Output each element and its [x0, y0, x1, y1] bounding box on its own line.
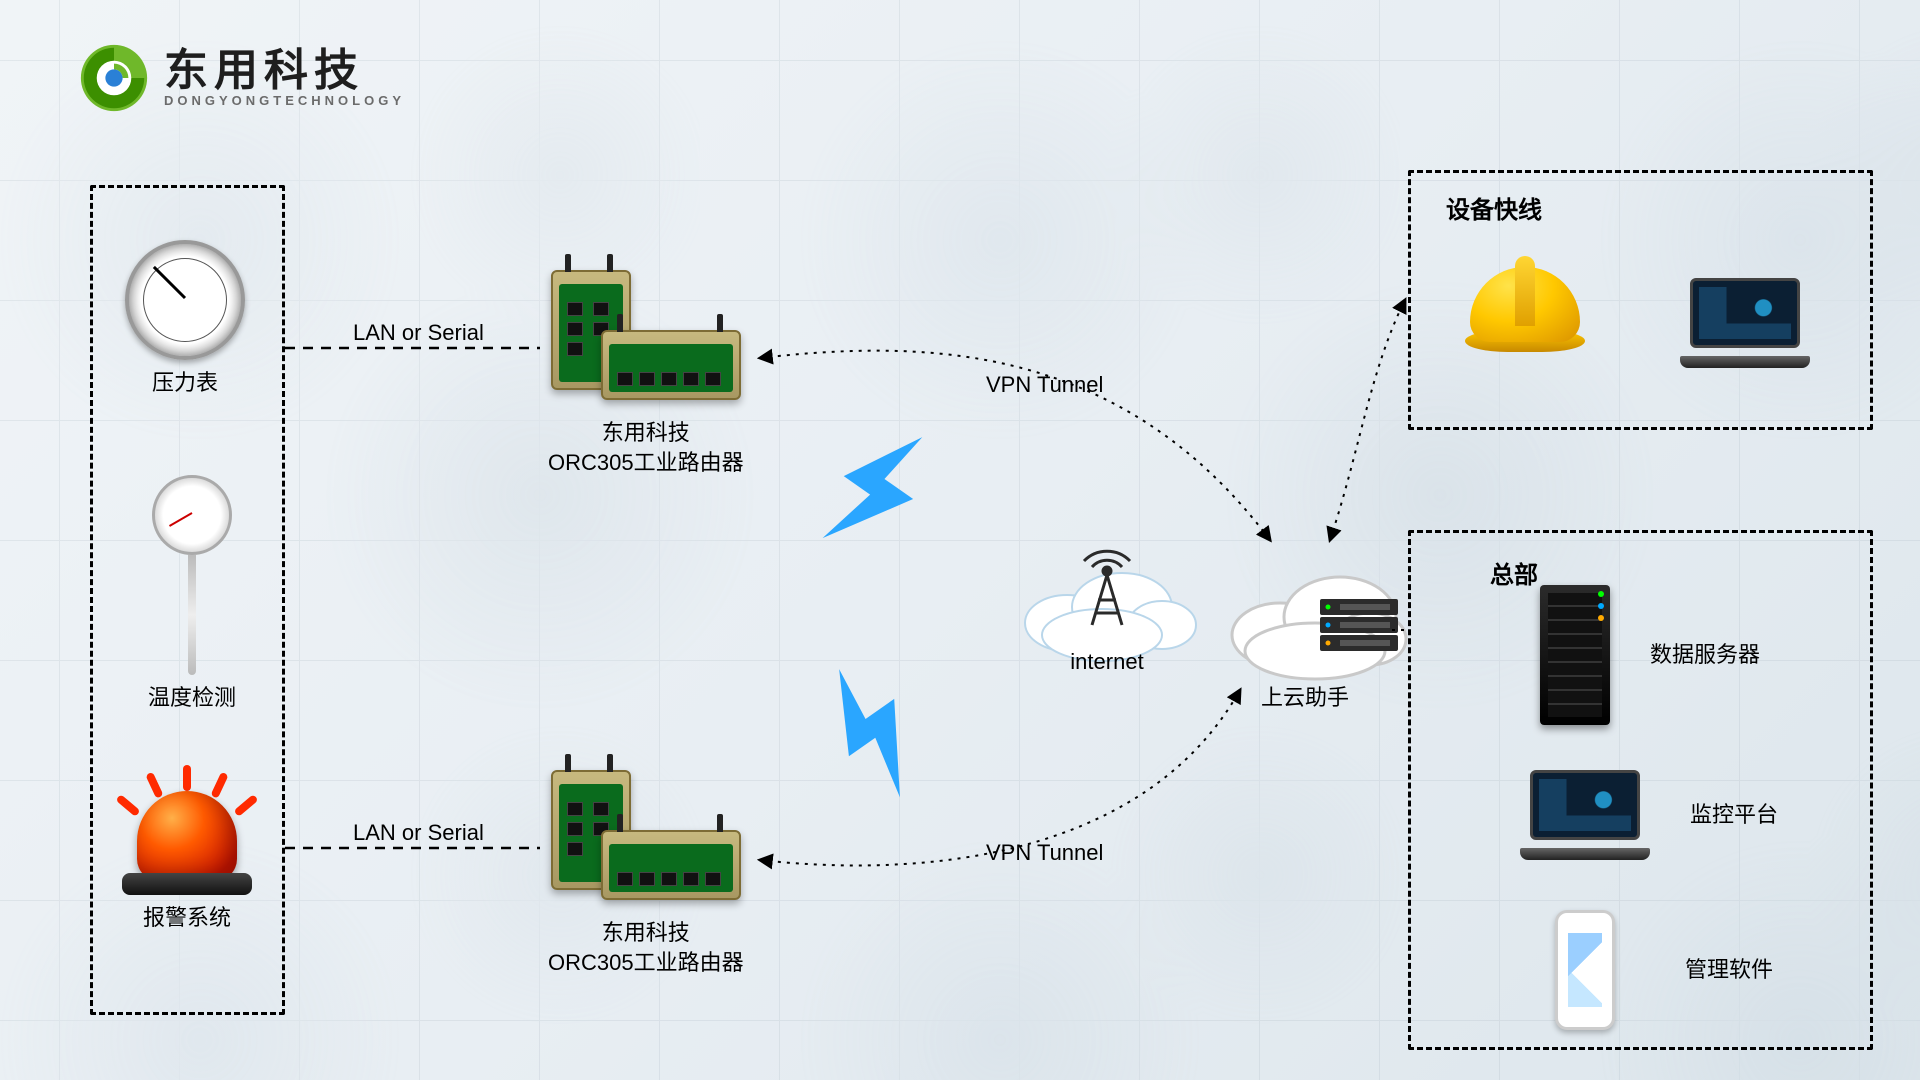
edge-label-vpn-bot: VPN Tunnel [986, 840, 1103, 866]
server-rack-icon [1540, 585, 1610, 725]
node-laptop-express [1680, 278, 1810, 368]
thermometer-icon [162, 475, 222, 675]
edge-label-lan-top: LAN or Serial [353, 320, 484, 346]
laptop-hq-label: 监控平台 [1690, 800, 1778, 830]
laptop-icon [1520, 770, 1650, 860]
company-logo: 东用科技 DONGYONGTECHNOLOGY [78, 42, 405, 114]
node-laptop-hq: 监控平台 [1520, 770, 1778, 860]
cloud-assist-label: 上云助手 [1261, 683, 1349, 713]
node-alarm: 报警系统 [122, 775, 252, 933]
node-cloud-assist: 上云助手 [1220, 555, 1390, 713]
group-hq-title: 总部 [1490, 555, 1538, 590]
industrial-router-icon [551, 770, 741, 910]
node-internet: internet [1012, 545, 1202, 677]
node-pressure-gauge: 压力表 [125, 240, 245, 398]
laptop-icon [1680, 278, 1810, 368]
industrial-router-icon [551, 270, 741, 410]
phone-label: 管理软件 [1685, 955, 1773, 985]
node-router-bottom: 东用科技 ORC305工业路由器 [548, 770, 744, 977]
logo-company-en: DONGYONGTECHNOLOGY [164, 93, 405, 108]
pressure-gauge-icon [125, 240, 245, 360]
router-top-label: 东用科技 ORC305工业路由器 [548, 418, 744, 477]
node-server: 数据服务器 [1540, 585, 1760, 725]
pressure-label: 压力表 [152, 368, 218, 398]
group-express-title: 设备快线 [1446, 190, 1542, 225]
node-router-top: 东用科技 ORC305工业路由器 [548, 270, 744, 477]
node-thermometer: 温度检测 [148, 475, 236, 713]
edge-label-lan-bot: LAN or Serial [353, 820, 484, 846]
alarm-light-icon [122, 775, 252, 895]
logo-company-cn: 东用科技 [164, 49, 405, 93]
internet-label: internet [1070, 647, 1143, 677]
cloud-server-icon [1220, 555, 1390, 675]
logo-text: 东用科技 DONGYONGTECHNOLOGY [164, 49, 405, 108]
logo-mark-icon [78, 42, 150, 114]
node-helmet [1465, 260, 1585, 360]
mobile-phone-icon [1555, 910, 1615, 1030]
server-label: 数据服务器 [1650, 640, 1760, 670]
node-phone: 管理软件 [1555, 910, 1773, 1030]
thermo-label: 温度检测 [148, 683, 236, 713]
alarm-label: 报警系统 [143, 903, 231, 933]
router-bot-label: 东用科技 ORC305工业路由器 [548, 918, 744, 977]
edge-label-vpn-top: VPN Tunnel [986, 372, 1103, 398]
safety-helmet-icon [1465, 260, 1585, 360]
